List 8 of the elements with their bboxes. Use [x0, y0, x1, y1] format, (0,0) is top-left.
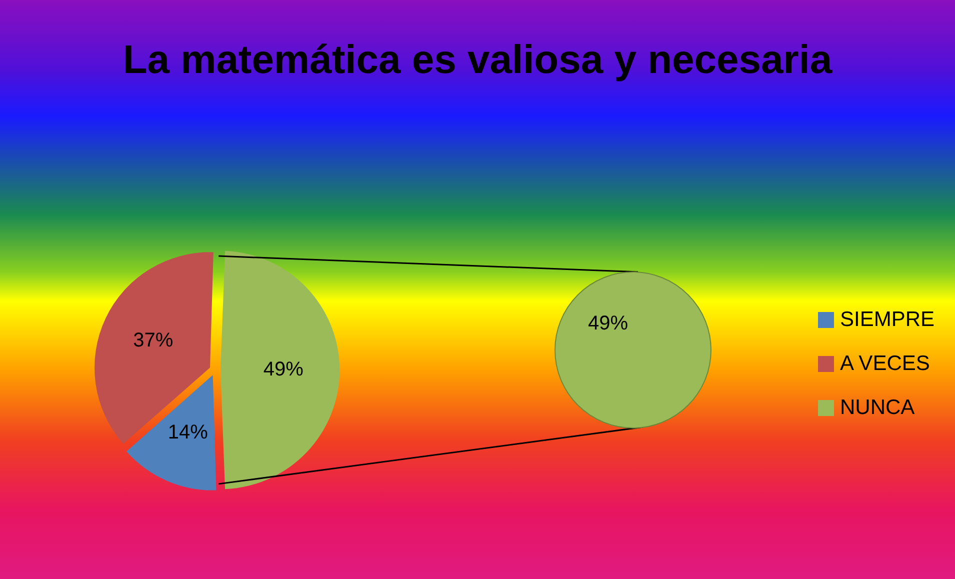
chart-title: La matemática es valiosa y necesaria: [122, 38, 834, 83]
data-label: 49%: [263, 358, 304, 381]
legend-label: NUNCA: [840, 396, 915, 420]
data-label: 37%: [133, 329, 174, 352]
legend-label: SIEMPRE: [840, 308, 935, 332]
text: 49%: [588, 312, 628, 335]
legend-label: A VECES: [840, 352, 930, 376]
data-label: 14%: [168, 421, 208, 444]
